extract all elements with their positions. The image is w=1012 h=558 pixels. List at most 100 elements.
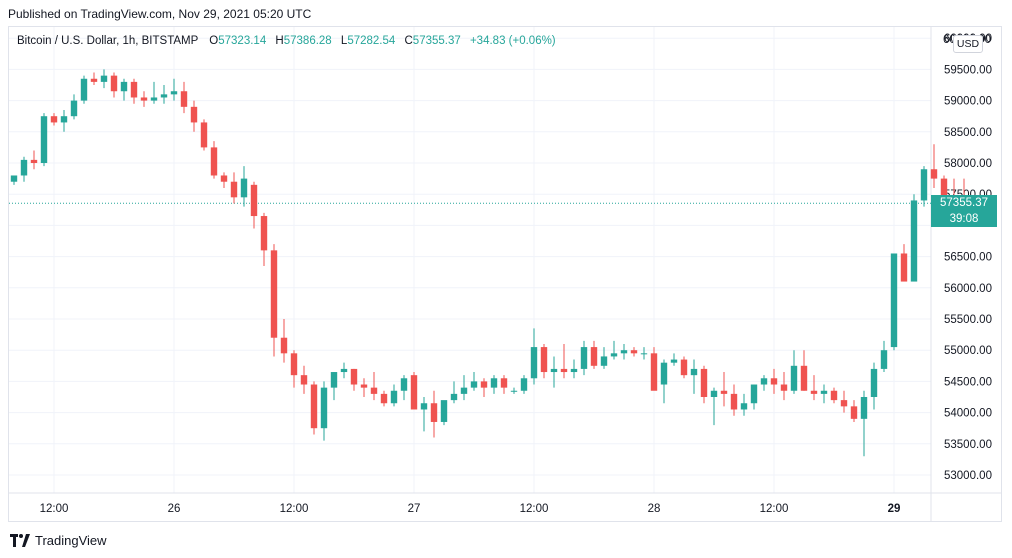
candle-body — [60, 116, 68, 123]
candle-body — [800, 365, 808, 391]
candle-body — [560, 368, 568, 373]
candle-body — [620, 350, 628, 354]
legend-low-value: 57282.54 — [347, 35, 396, 47]
candle-body — [700, 368, 708, 397]
candle-body — [280, 337, 288, 354]
candle-body — [340, 368, 348, 373]
currency-button[interactable]: USD — [953, 35, 983, 53]
published-text: Published on TradingView.com, Nov 29, 20… — [8, 7, 312, 21]
candle-body — [270, 250, 278, 338]
candle-body — [410, 375, 418, 410]
candle-body — [110, 75, 118, 92]
candle-body — [260, 216, 268, 251]
candle-body — [570, 368, 578, 373]
y-tick-label: 58500.00 — [944, 127, 992, 139]
candle-body — [160, 94, 168, 98]
legend-high-label: H — [275, 35, 284, 47]
y-tick-label: 59500.00 — [944, 64, 992, 76]
bar-countdown: 39:08 — [949, 213, 979, 225]
y-tick-label: 58000.00 — [944, 158, 992, 170]
chart-legend: Bitcoin / U.S. Dollar, 1h, BITSTAMP O573… — [17, 35, 562, 47]
x-tick-label: 29 — [888, 503, 901, 515]
candle-body — [420, 403, 428, 410]
last-price-value: 57355.37 — [940, 197, 988, 209]
candle-body — [230, 181, 238, 198]
candle-body — [680, 359, 688, 376]
candle-body — [430, 403, 438, 422]
candle-body — [100, 75, 108, 82]
candle-body — [670, 359, 678, 363]
legend-low-label: L — [340, 35, 348, 47]
candle-body — [150, 97, 158, 101]
candle-body — [310, 384, 318, 429]
candle-body — [10, 175, 18, 182]
footer-brand[interactable]: TradingView — [10, 533, 107, 548]
x-tick-label: 26 — [168, 503, 181, 515]
y-tick-label: 55500.00 — [944, 314, 992, 326]
x-tick-label: 12:00 — [520, 503, 549, 515]
candle-body — [860, 397, 868, 419]
candle-body — [910, 200, 918, 282]
y-tick-label: 56500.00 — [944, 252, 992, 264]
candle-body — [780, 384, 788, 391]
candle-body — [40, 116, 48, 163]
candle-body — [940, 178, 948, 198]
candle-body — [540, 347, 548, 373]
candle-body — [390, 390, 398, 404]
candle-body — [820, 390, 828, 394]
candle-body — [220, 175, 228, 182]
candle-body — [200, 122, 208, 148]
candle-body — [50, 116, 58, 123]
legend-open-value: 57323.14 — [218, 35, 267, 47]
candle-body — [400, 378, 408, 391]
candle-body — [750, 384, 758, 404]
x-tick-label: 12:00 — [760, 503, 789, 515]
legend-close-value: 57355.37 — [412, 35, 461, 47]
x-tick-label: 28 — [648, 503, 661, 515]
x-tick-label: 12:00 — [40, 503, 69, 515]
y-tick-label: 53500.00 — [944, 439, 992, 451]
candle-body — [890, 253, 898, 348]
legend-open-label: O — [209, 35, 219, 47]
candle-body — [630, 350, 638, 354]
candle-body — [510, 390, 518, 392]
x-tick-label: 12:00 — [280, 503, 309, 515]
candle-body — [520, 378, 528, 391]
candle-body — [790, 365, 798, 391]
candle-body — [760, 378, 768, 385]
candle-body — [130, 81, 138, 98]
candle-body — [210, 147, 218, 176]
y-tick-label: 55000.00 — [944, 345, 992, 357]
candle-body — [640, 353, 648, 355]
x-tick-label: 27 — [408, 503, 421, 515]
candle-body — [170, 91, 178, 95]
candle-body — [850, 406, 858, 419]
candle-body — [30, 159, 38, 163]
candle-body — [250, 184, 258, 217]
candle-body — [740, 403, 748, 410]
candle-body — [880, 350, 888, 369]
candle-body — [490, 378, 498, 388]
candle-body — [240, 178, 248, 198]
chart-frame[interactable] — [8, 26, 1002, 522]
candle-body — [730, 393, 738, 410]
candle-body — [590, 347, 598, 366]
candle-body — [600, 356, 608, 366]
candle-body — [370, 387, 378, 394]
legend-close-label: C — [404, 35, 413, 47]
legend-symbol: Bitcoin / U.S. Dollar, 1h, BITSTAMP — [17, 35, 199, 47]
candle-body — [930, 169, 938, 179]
last-price-tag: 57355.37 39:08 — [931, 195, 997, 227]
candle-body — [710, 390, 718, 397]
candle-body — [900, 253, 908, 282]
candle-body — [840, 400, 848, 407]
candle-body — [380, 393, 388, 404]
candle-body — [350, 368, 358, 385]
footer-brand-text: TradingView — [35, 533, 107, 548]
candle-body — [360, 384, 368, 388]
legend-high-value: 57386.28 — [283, 35, 332, 47]
candle-body — [920, 169, 928, 201]
candle-body — [120, 81, 128, 92]
candle-body — [810, 390, 818, 394]
